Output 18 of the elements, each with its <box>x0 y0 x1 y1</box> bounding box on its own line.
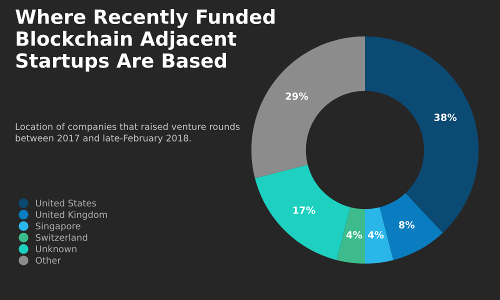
text: Location of companies that raised venture rounds between 2017 and late-February 2018. <box>16 123 240 144</box>
legend-label: United States <box>36 200 96 207</box>
data-label: 4% <box>368 231 384 239</box>
data-label: 29% <box>286 92 308 100</box>
data-label: 17% <box>293 206 316 214</box>
data-label: 4% <box>346 231 362 239</box>
legend-label: United Kingdom <box>36 210 107 220</box>
donut-slice <box>251 36 365 178</box>
legend-label: Switzerland <box>36 234 88 241</box>
chart-title: Where Recently Funded Blockchain Adjacent Startups Are Based <box>16 9 275 72</box>
legend-label: Singapore <box>36 222 80 232</box>
data-label: 8% <box>398 221 415 228</box>
legend-label: Other <box>36 256 61 264</box>
data-label: 38% <box>434 114 457 122</box>
donut-slice <box>336 207 365 264</box>
donut-slice <box>365 207 394 264</box>
donut-slice <box>365 36 479 233</box>
legend-label: Unknown <box>36 245 76 252</box>
